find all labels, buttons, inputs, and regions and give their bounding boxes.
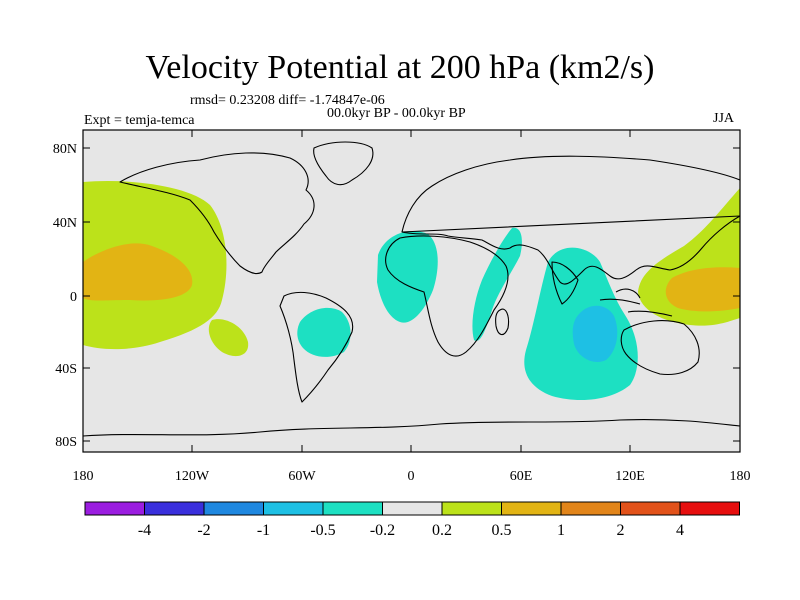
colorbar-swatch xyxy=(84,501,145,516)
lon-label: 180 xyxy=(730,469,751,484)
coastlines xyxy=(83,141,740,437)
colorbar-label: 0.5 xyxy=(492,522,512,539)
colorbar-swatch xyxy=(501,501,562,516)
lon-label: 180 xyxy=(73,469,94,484)
coast-south-america xyxy=(279,291,354,403)
coast-maritime-continent xyxy=(599,288,673,317)
coast-north-america xyxy=(119,152,315,275)
coast-australia xyxy=(620,320,700,376)
latitude-labels: 80N 40N 0 40S 80S xyxy=(53,142,77,450)
longitude-labels: 180 120W 60W 0 60E 120E 180 xyxy=(73,469,751,484)
region-indian-ocean-core xyxy=(572,305,618,363)
colorbar-swatch xyxy=(441,501,502,516)
plot-title: Velocity Potential at 200 hPa (km2/s) xyxy=(145,49,655,86)
season-label: JJA xyxy=(713,111,735,126)
colorbar-swatch xyxy=(679,501,740,516)
colorbar-label: 1 xyxy=(557,522,565,539)
region-south-america-negative xyxy=(297,307,351,357)
colorbar: -4 -2 -1 -0.5 -0.2 0.2 0.5 1 2 4 xyxy=(84,501,740,539)
lon-label: 120W xyxy=(175,469,210,484)
colorbar-swatch xyxy=(560,501,621,516)
experiment-label: Expt = temja-temca xyxy=(84,113,195,128)
coast-madagascar xyxy=(495,308,510,336)
period-text: 00.0kyr BP - 00.0kyr BP xyxy=(327,106,466,121)
stats-text: rmsd= 0.23208 diff= -1.74847e-06 xyxy=(190,93,385,108)
colorbar-label: 2 xyxy=(617,522,625,539)
coast-india xyxy=(551,261,579,305)
lat-label: 0 xyxy=(70,290,77,305)
coast-antarctica xyxy=(83,419,740,437)
colorbar-swatch xyxy=(263,501,324,516)
tick-marks xyxy=(82,130,741,452)
region-west-africa-negative xyxy=(377,230,438,323)
colorbar-label: -1 xyxy=(257,522,270,539)
lon-label: 0 xyxy=(408,469,415,484)
colorbar-swatch xyxy=(382,501,443,516)
lat-label: 40S xyxy=(55,362,77,377)
colorbar-label: 4 xyxy=(676,522,684,539)
colorbar-swatch xyxy=(620,501,681,516)
lon-label: 120E xyxy=(615,469,645,484)
colorbar-swatch xyxy=(144,501,205,516)
coast-europe-asia xyxy=(401,155,740,285)
colorbar-swatch xyxy=(203,501,264,516)
colorbar-label: -0.5 xyxy=(310,522,335,539)
colorbar-label: 0.2 xyxy=(432,522,452,539)
colorbar-label: -4 xyxy=(138,522,151,539)
lon-label: 60E xyxy=(510,469,533,484)
colorbar-label: -0.2 xyxy=(370,522,395,539)
colorbar-label: -2 xyxy=(197,522,210,539)
region-west-pacific-core xyxy=(665,267,740,312)
lon-label: 60W xyxy=(288,469,316,484)
region-central-pacific-core xyxy=(83,243,193,301)
region-hawaii-lobe xyxy=(208,319,249,357)
colorbar-swatch xyxy=(322,501,383,516)
shading-layer xyxy=(83,180,740,401)
coast-greenland xyxy=(313,141,374,186)
lat-label: 80S xyxy=(55,435,77,450)
lat-label: 80N xyxy=(53,142,77,157)
region-east-africa-negative xyxy=(472,227,522,341)
coast-africa xyxy=(385,235,509,357)
lat-label: 40N xyxy=(53,216,77,231)
